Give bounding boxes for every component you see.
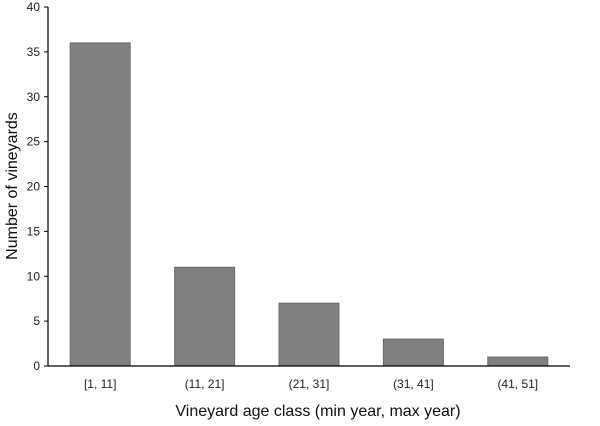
y-tick-label: 40 [27, 0, 41, 14]
x-tick-label: (31, 41] [393, 377, 434, 391]
bar [487, 356, 549, 367]
y-tick-label: 35 [27, 45, 41, 59]
x-tick-label: (11, 21] [185, 377, 225, 391]
x-axis-ticks: [1, 11] (11, 21] (21, 31] (31, 41] (41, 51] [84, 377, 538, 391]
bar [69, 42, 131, 367]
x-tick-label: (41, 51] [497, 377, 538, 391]
x-tick-label: (21, 31] [289, 377, 330, 391]
y-axis-ticks: 0 5 10 15 20 25 30 35 40 [27, 0, 48, 373]
x-axis-title: Vineyard age class (min year, max year) [175, 403, 460, 420]
y-tick-label: 10 [27, 269, 41, 283]
y-axis-title: Number of vineyards [4, 112, 21, 260]
y-tick-label: 5 [33, 314, 40, 328]
y-tick-label: 25 [27, 135, 41, 149]
y-tick-label: 15 [27, 224, 41, 238]
bar [278, 302, 340, 367]
x-tick-label: [1, 11] [84, 377, 116, 391]
bar [382, 338, 444, 367]
bars-group [69, 42, 549, 367]
y-tick-label: 30 [27, 90, 41, 104]
y-tick-label: 20 [27, 180, 41, 194]
bar [174, 266, 236, 367]
y-tick-label: 0 [33, 359, 40, 373]
